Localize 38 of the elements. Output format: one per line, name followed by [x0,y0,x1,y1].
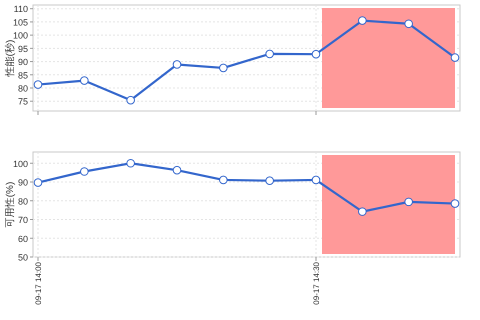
y-tick-label: 100 [12,158,28,169]
y-tick-label: 80 [18,84,28,94]
y-axis-title: 性能(秒) [4,40,16,78]
y-tick-label: 75 [18,96,28,107]
point [450,53,460,62]
point [34,178,42,187]
y-axis-title: 可用性(%) [4,182,16,228]
point [358,16,367,25]
y-tick-label: 90 [18,178,28,188]
point [265,176,274,185]
y-tick-label: 80 [18,196,28,206]
y-tick-label: 90 [18,57,28,68]
point [404,198,413,206]
y-tick-label: 60 [18,234,28,244]
y-tick-label: 50 [18,252,28,262]
x-tick-label: 09-17 14:00 [34,261,43,305]
point [80,76,89,85]
point [172,60,182,69]
y-tick-label: 110 [14,4,28,14]
y-tick-label: 100 [12,30,28,41]
y-tick-label: 105 [12,17,28,28]
point [172,166,182,174]
y-tick-label: 95 [18,44,28,54]
point [126,96,135,104]
point [34,80,42,89]
point [312,176,320,184]
point [265,50,274,58]
point [219,64,228,72]
point [450,199,460,208]
y-tick-label: 70 [18,215,28,225]
y-tick-label: 85 [18,70,28,80]
point [404,19,413,28]
point [358,207,367,216]
point [126,158,135,168]
point [312,50,320,58]
point [80,167,89,176]
point [219,176,228,184]
x-tick-label: 09-17 14:30 [312,261,321,305]
